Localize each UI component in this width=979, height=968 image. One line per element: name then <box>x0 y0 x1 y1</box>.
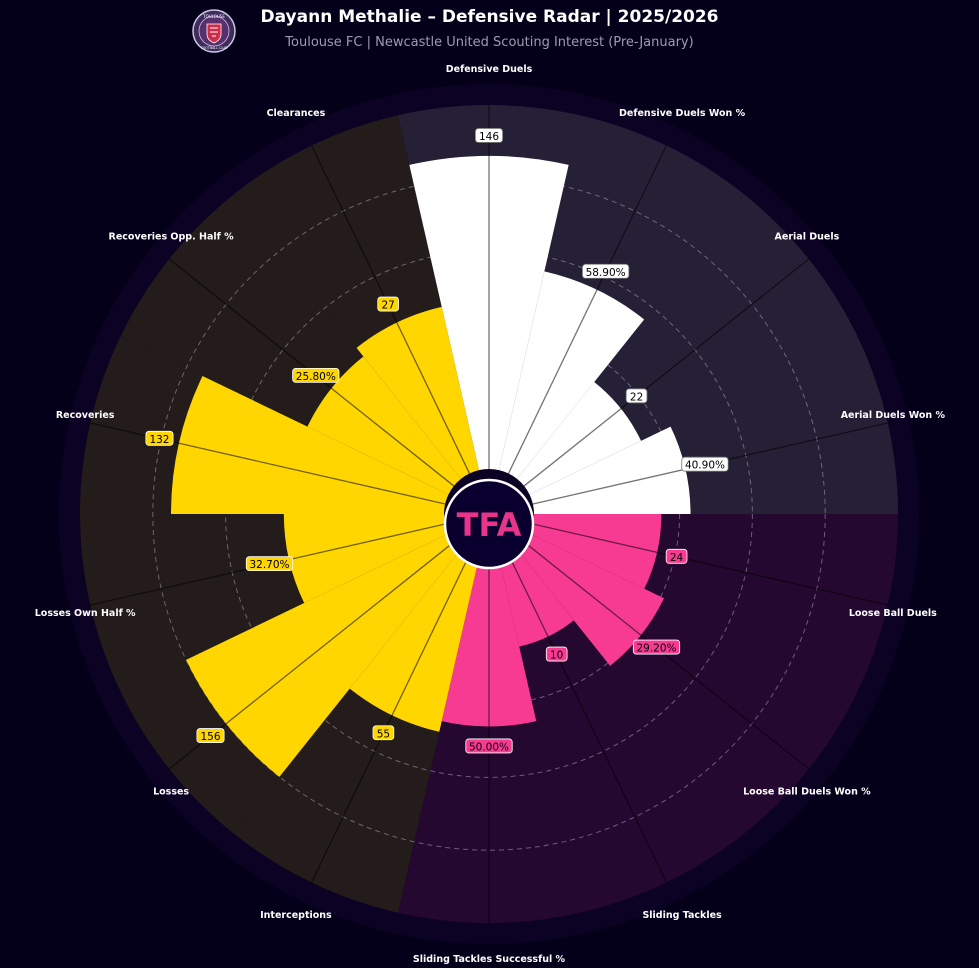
spoke <box>523 258 810 487</box>
value-label: 132 <box>145 430 174 446</box>
value-label-box <box>545 646 568 662</box>
value-label: 29.20% <box>632 639 681 655</box>
value-label-text: 25.80% <box>296 371 336 383</box>
metric-label: Clearances <box>267 108 326 119</box>
value-label-box <box>681 456 729 472</box>
metric-label: Recoveries <box>56 410 115 421</box>
chart-subtitle: Toulouse FC | Newcastle United Scouting … <box>285 35 694 50</box>
bar <box>349 549 479 732</box>
grid-ring <box>152 177 826 851</box>
bar <box>186 533 461 777</box>
bar <box>356 306 479 479</box>
metric-label: Loose Ball Duels <box>849 608 937 619</box>
grid-ring <box>225 250 753 778</box>
value-label-text: 58.90% <box>586 267 626 279</box>
value-label-box <box>465 738 513 754</box>
value-label: 10 <box>545 646 568 662</box>
metric-label: Sliding Tackles <box>642 910 722 921</box>
bar <box>517 533 665 666</box>
value-label-box <box>582 263 630 279</box>
crest-top-text: TOULOUSE <box>202 14 225 19</box>
metric-label: Recoveries Opp. Half % <box>109 232 235 243</box>
value-label-text: 29.20% <box>636 643 676 655</box>
value-label-text: 132 <box>149 434 169 446</box>
value-label-box <box>665 548 688 564</box>
value-label-text: 55 <box>377 728 390 740</box>
value-label: 50.00% <box>465 738 513 754</box>
spoke <box>507 145 668 474</box>
value-label-box <box>372 725 395 741</box>
value-label-text: 22 <box>630 391 643 403</box>
metric-label: Defensive Duels <box>446 64 533 75</box>
club-crest-icon: TOULOUSE FOOTBALL CLUB <box>192 9 236 53</box>
value-label: 24 <box>665 548 688 564</box>
value-label-box <box>632 639 681 655</box>
value-label-text: 32.70% <box>249 559 289 571</box>
center-circle <box>443 478 535 570</box>
metric-label: Aerial Duels <box>775 232 840 243</box>
value-label: 146 <box>474 128 503 143</box>
value-label-box <box>474 128 503 143</box>
spoke <box>532 523 888 606</box>
value-label-text: 40.90% <box>685 460 725 472</box>
value-label-box <box>625 388 648 404</box>
metric-label: Interceptions <box>260 910 332 921</box>
center-logo-text: TFA <box>457 506 522 544</box>
spoke <box>507 554 668 883</box>
metric-label: Defensive Duels Won % <box>619 108 746 119</box>
center-logo: TFA <box>443 478 535 570</box>
value-label-text: 27 <box>381 300 394 312</box>
value-label-text: 146 <box>479 131 499 143</box>
value-label: 22 <box>625 388 648 404</box>
value-label-text: 24 <box>670 552 684 564</box>
bar <box>499 271 645 479</box>
value-label: 40.90% <box>681 456 729 472</box>
metric-label: Loose Ball Duels Won % <box>743 786 871 797</box>
bar <box>171 376 449 514</box>
metric-labels: Defensive Duels Defensive Duels Won % Aeri… <box>35 64 946 965</box>
metric-label: Losses <box>153 786 189 797</box>
value-label-text: 156 <box>200 731 220 743</box>
spoke <box>523 541 810 770</box>
value-label: 32.70% <box>245 556 294 572</box>
value-label: 156 <box>196 728 225 743</box>
value-label: 55 <box>372 725 395 741</box>
sector-bg <box>499 549 745 913</box>
chart-title: Dayann Methalie – Defensive Radar | 2025… <box>260 7 719 27</box>
metric-label: Aerial Duels Won % <box>841 410 946 421</box>
crest-bottom-text: FOOTBALL CLUB <box>201 46 227 50</box>
value-label: 27 <box>377 296 399 312</box>
bar <box>283 514 449 604</box>
value-labels: 146 58.90% 22 40.90% 24 29.20% 10 50.00% 55 156 32… <box>145 128 729 754</box>
value-label: 58.90% <box>582 263 630 279</box>
value-label: 25.80% <box>292 367 340 383</box>
bar <box>307 356 461 495</box>
bar <box>529 514 662 589</box>
value-label-text: 50.00% <box>469 741 509 753</box>
value-label-box <box>245 556 294 572</box>
value-label-box <box>196 728 225 743</box>
value-label-box <box>377 296 399 312</box>
bar <box>529 426 691 514</box>
value-label-box <box>145 430 174 446</box>
metric-label: Sliding Tackles Successful % <box>413 954 566 965</box>
spoke <box>310 554 471 883</box>
value-label-text: 10 <box>550 650 563 662</box>
metric-label: Losses Own Half % <box>35 608 136 619</box>
value-label-box <box>292 367 340 383</box>
